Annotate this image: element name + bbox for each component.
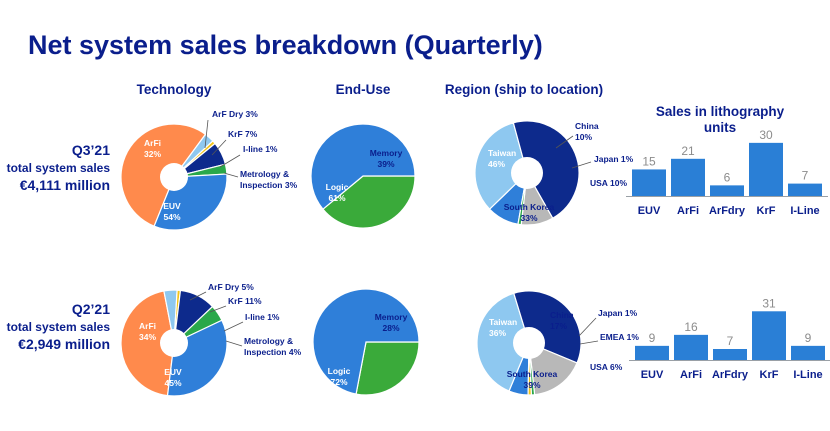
row-label-q3: Q3’21 total system sales €4,111 million [0,142,110,193]
units-q3-bar-arfi [671,158,705,196]
region-q2-label-south-korea: South Korea 39% [507,369,558,390]
technology-q3-label-arf-dry: ArF Dry 3% [212,109,258,119]
technology-q3-donut-hole [160,163,188,191]
units-q2-value-i-line: 9 [805,331,812,345]
quarter-subtitle: total system sales [6,320,110,334]
units-q2-bar-krf [752,311,786,360]
technology-q3-label-metrology-inspection: Metrology & Inspection 3% [240,169,298,190]
end-use-q3-label-logic: Logic 61% [326,182,349,203]
units-q2-value-krf: 31 [762,296,776,310]
region-q2-leader-japan [578,317,597,337]
region-q2-label-usa: USA 6% [590,362,623,372]
technology-q2-label-metrology-inspection: Metrology & Inspection 4% [244,336,302,357]
units-q2-value-arfdry: 7 [727,334,734,348]
header-region: Region (ship to location) [444,82,604,97]
region-q3-slice-south-korea [474,122,528,210]
technology-q2-leader-arf-dry [189,291,207,301]
units-q3-bar-krf [749,142,783,196]
technology-q3-label-euv: EUV 54% [163,201,181,222]
technology-q3-leader-i-line [219,154,241,168]
technology-q2-label-arf-dry: ArF Dry 5% [208,282,254,292]
units-q2-value-arfi: 16 [684,320,698,334]
end-use-q3-slice-memory [322,175,416,229]
units-q3-value-arfdry: 6 [724,170,731,184]
end-use-q3-slice-logic [310,123,416,210]
technology-q2-label-krf: KrF 11% [228,296,262,306]
units-q3-bar-euv [632,169,666,196]
technology-q2-slice-euv [120,290,175,397]
units-q3-tick-arfdry: ArFdry [709,205,746,217]
technology-q2-label-euv: EUV 45% [164,367,182,388]
region-q2-leader-emea [579,340,599,345]
region-q2-donut-hole [513,327,545,359]
units-q3-value-i-line: 7 [802,169,809,183]
region-q3-slice-taiwan [512,120,580,220]
quarter-subtitle: total system sales [6,161,110,175]
technology-q3-label-arfi: ArFi 32% [144,138,161,159]
units-q2-bar-arfdry [713,349,747,360]
technology-q3-label-krf: KrF 7% [228,129,258,139]
units-q2-bar-euv [635,345,669,360]
units-q3-bar-i-line [788,183,822,196]
end-use-q2-slice-logic [312,288,420,395]
region-q3-label-taiwan: Taiwan 46% [488,148,516,169]
technology-q3-label-i-line: I-line 1% [243,144,278,154]
end-use-q2-label-memory: Memory 28% [375,312,408,333]
region-q3-label-china: China 10% [575,121,599,142]
header-technology: Technology [136,82,212,97]
region-q2-slice-china [528,342,578,396]
technology-q2-label-i-line: I-line 1% [245,312,280,322]
region-q2-label-japan: Japan 1% [598,308,638,318]
units-q2-tick-i-line: I-Line [793,369,822,381]
header-end-use: End-Use [335,82,391,97]
units-q2-bar-arfi [674,334,708,360]
units-q3-tick-euv: EUV [638,205,661,217]
units-q2-tick-arfi: ArFi [680,369,702,381]
end-use-q2-label-logic: Logic 72% [328,366,351,387]
region-q3-label-japan: Japan 1% [594,154,634,164]
end-use-q2-slice-memory [355,341,420,396]
technology-q2-leader-metrology-inspection [225,340,243,347]
units-q2-tick-euv: EUV [641,369,664,381]
region-q3-leader-japan [571,161,592,169]
page-title: Net system sales breakdown (Quarterly) [28,30,543,60]
header-units: Sales in lithography units [655,104,785,135]
quarter-label: Q2’21 [71,301,110,317]
quarter-amount: €2,949 million [18,336,110,352]
units-q3-value-arfi: 21 [681,144,695,158]
technology-q3-leader-arf-dry [204,119,209,149]
region-q2-label-taiwan: Taiwan 36% [489,317,517,338]
units-q3-tick-arfi: ArFi [677,205,699,217]
quarter-amount: €4,111 million [19,177,110,193]
units-q3-value-euv: 15 [642,154,656,168]
units-q3-tick-i-line: I-Line [790,205,819,217]
technology-q3-leader-metrology-inspection [223,172,239,178]
row-label-q2: Q2’21 total system sales €2,949 million [0,301,110,352]
units-q3-bar-arfdry [710,185,744,196]
technology-q2-donut-hole [160,329,188,357]
region-q2-label-emea: EMEA 1% [600,332,639,342]
region-q3-label-usa: USA 10% [590,178,627,188]
units-q2-tick-krf: KrF [760,369,779,381]
units-q2-bar-i-line [791,345,825,360]
units-q3-tick-krf: KrF [757,205,776,217]
technology-q3-leader-krf [211,139,227,156]
units-q2-tick-arfdry: ArFdry [712,369,749,381]
region-q3-donut-hole [511,157,543,189]
end-use-q3-label-memory: Memory 39% [370,148,403,169]
quarter-label: Q3’21 [71,142,110,158]
region-q3-label-south-korea: South Korea 33% [504,202,555,223]
region-q2-slice-south-korea [476,292,530,392]
technology-q2-leader-i-line [223,321,244,332]
region-q2-slice-taiwan [513,290,582,364]
region-q3-leader-china [555,135,574,149]
technology-q2-leader-krf [209,305,227,313]
units-q2-value-euv: 9 [649,331,656,345]
region-q2-label-china: China 17% [550,310,574,331]
units-q3-value-krf: 30 [759,128,773,142]
technology-q2-label-arfi: ArFi 34% [139,321,156,342]
